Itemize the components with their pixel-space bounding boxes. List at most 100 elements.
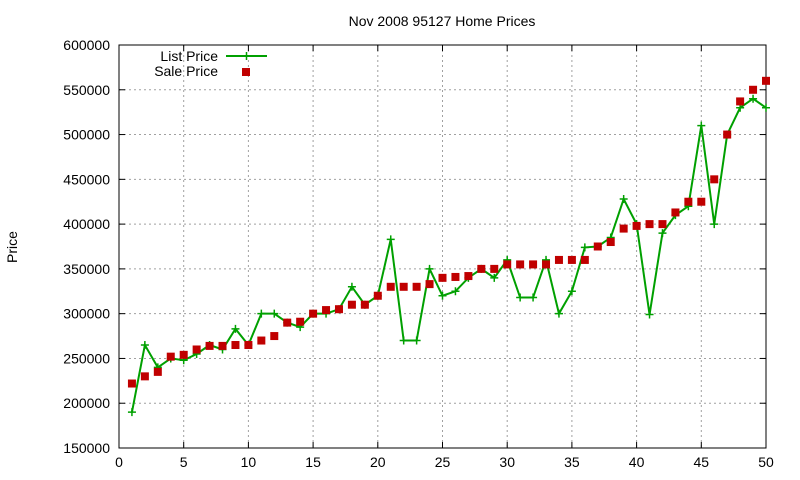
sale-price-point bbox=[567, 255, 576, 264]
sale-price-point bbox=[671, 208, 680, 217]
list-price-point bbox=[697, 121, 706, 130]
sale-price-point bbox=[529, 260, 538, 269]
y-tick-label: 200000 bbox=[63, 395, 110, 411]
y-tick-label: 400000 bbox=[63, 216, 110, 232]
sale-price-point bbox=[606, 238, 615, 247]
list-price-point bbox=[749, 94, 758, 103]
sale-price-point bbox=[412, 282, 421, 291]
y-tick-label: 300000 bbox=[63, 306, 110, 322]
x-tick-label: 45 bbox=[694, 454, 710, 470]
list-price-point bbox=[516, 293, 525, 302]
x-tick-label: 0 bbox=[115, 454, 123, 470]
legend-marker-sale-price bbox=[242, 68, 250, 76]
y-axis-label: Price bbox=[4, 231, 20, 263]
sale-price-point bbox=[244, 341, 253, 350]
sale-price-point bbox=[309, 309, 318, 318]
sale-price-point bbox=[218, 341, 227, 350]
list-price-point bbox=[710, 220, 719, 229]
sale-price-point bbox=[593, 242, 602, 251]
sale-price-point bbox=[231, 341, 240, 350]
sale-price-point bbox=[373, 291, 382, 300]
y-tick-label: 450000 bbox=[63, 171, 110, 187]
sale-price-point bbox=[477, 264, 486, 273]
sale-price-point bbox=[140, 372, 149, 381]
sale-price-point bbox=[386, 282, 395, 291]
sale-price-point bbox=[645, 220, 654, 229]
sale-price-point bbox=[580, 255, 589, 264]
legend-label-list-price: List Price bbox=[160, 48, 218, 64]
y-tick-label: 550000 bbox=[63, 82, 110, 98]
y-tick-label: 350000 bbox=[63, 261, 110, 277]
sale-price-point bbox=[127, 379, 136, 388]
list-price-point bbox=[438, 291, 447, 300]
sale-price-point bbox=[360, 300, 369, 309]
y-tick-label: 150000 bbox=[63, 440, 110, 456]
list-price-point bbox=[580, 243, 589, 252]
list-price-point bbox=[451, 287, 460, 296]
list-price-point bbox=[658, 229, 667, 238]
x-tick-label: 40 bbox=[629, 454, 645, 470]
list-price-point bbox=[399, 336, 408, 345]
list-price-point bbox=[554, 309, 563, 318]
list-price-point bbox=[127, 408, 136, 417]
list-price-point bbox=[257, 309, 266, 318]
list-price-point bbox=[270, 309, 279, 318]
legend-marker-list-price bbox=[242, 52, 251, 60]
sale-price-point bbox=[503, 260, 512, 269]
sale-price-point bbox=[684, 197, 693, 206]
sale-price-point bbox=[554, 255, 563, 264]
sale-price-point bbox=[749, 85, 758, 94]
y-tick-label: 600000 bbox=[63, 37, 110, 53]
sale-price-point bbox=[399, 282, 408, 291]
legend-label-sale-price: Sale Price bbox=[154, 63, 218, 79]
x-tick-label: 50 bbox=[758, 454, 774, 470]
sale-price-point bbox=[334, 305, 343, 314]
list-price-point bbox=[231, 324, 240, 333]
list-price-point bbox=[347, 282, 356, 291]
sale-price-point bbox=[283, 318, 292, 327]
x-tick-label: 15 bbox=[305, 454, 321, 470]
x-tick-label: 5 bbox=[180, 454, 188, 470]
grid-lines bbox=[119, 45, 766, 448]
list-price-point bbox=[645, 310, 654, 319]
list-price-point bbox=[567, 287, 576, 296]
sale-price-point bbox=[179, 350, 188, 359]
sale-price-point bbox=[736, 97, 745, 106]
x-tick-label: 30 bbox=[499, 454, 515, 470]
list-price-line bbox=[130, 97, 767, 413]
sale-price-point bbox=[723, 130, 732, 139]
sale-price-point bbox=[153, 367, 162, 376]
sale-price-point bbox=[205, 341, 214, 350]
list-price-point bbox=[619, 195, 628, 204]
sale-price-point bbox=[347, 300, 356, 309]
list-price-point bbox=[386, 235, 395, 244]
list-price-point bbox=[762, 103, 770, 112]
sale-price-point bbox=[516, 260, 525, 269]
series-layer bbox=[127, 76, 770, 417]
y-tick-label: 250000 bbox=[63, 350, 110, 366]
sale-price-point bbox=[451, 272, 460, 281]
legend: List Price Sale Price bbox=[154, 48, 267, 79]
sale-price-point bbox=[322, 306, 331, 315]
sale-price-point bbox=[192, 345, 201, 354]
sale-price-point bbox=[166, 352, 175, 361]
sale-price-point bbox=[490, 264, 499, 273]
sale-price-point bbox=[257, 336, 266, 345]
sale-price-point bbox=[697, 197, 706, 206]
sale-price-point bbox=[296, 317, 305, 326]
sale-price-point bbox=[619, 224, 628, 233]
sale-price-point bbox=[270, 332, 279, 341]
list-price-point bbox=[425, 264, 434, 273]
sale-price-point bbox=[542, 260, 551, 269]
list-price-point bbox=[529, 293, 538, 302]
sale-price-point bbox=[710, 175, 719, 184]
x-tick-label: 10 bbox=[241, 454, 257, 470]
sale-price-point bbox=[464, 272, 473, 281]
sale-price-point bbox=[658, 220, 667, 229]
list-price-point bbox=[412, 336, 421, 345]
sale-price-point bbox=[762, 76, 770, 85]
list-price-point bbox=[490, 273, 499, 282]
list-price-point bbox=[140, 341, 149, 350]
